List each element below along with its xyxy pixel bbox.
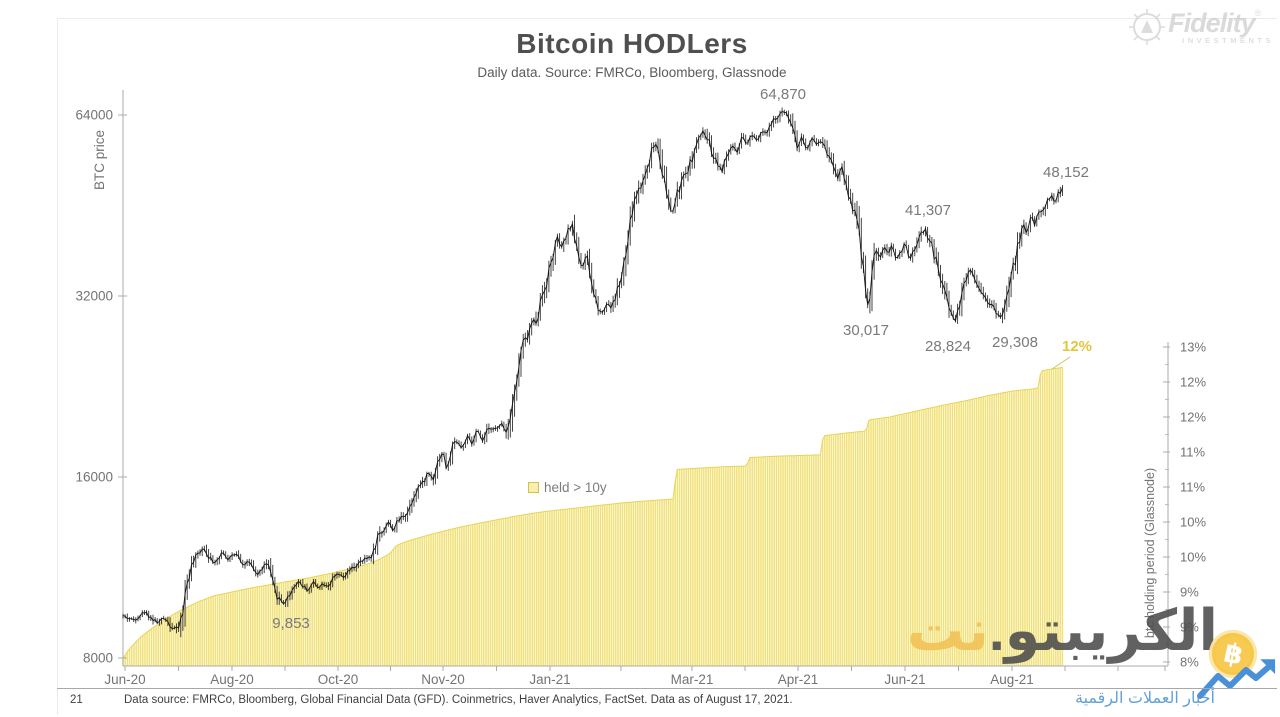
crypto-watermark-accent: نت (907, 599, 989, 663)
axis-tick-label: 64000 (75, 108, 113, 123)
axis-tick-label: Mar-21 (671, 672, 714, 687)
axis-tick-label: Aug-21 (990, 672, 1034, 687)
btc-price-line (122, 110, 1063, 629)
footer: 21 Data source: FMRCo, Bloomberg, Global… (70, 694, 793, 706)
axis-tick-label: 16000 (75, 470, 113, 485)
data-annotation: 30,017 (843, 322, 889, 339)
axis-tick-label: 8000 (83, 651, 113, 666)
crypto-watermark-dot: . (988, 599, 1005, 663)
legend-label: held > 10y (544, 480, 607, 495)
fidelity-pyramid-icon (1129, 9, 1166, 45)
axis-tick-label: 11% (1180, 480, 1205, 495)
axis-tick-label: 9% (1180, 585, 1199, 600)
left-axis-title: BTC price (92, 130, 107, 190)
crypto-watermark-subtitle: أخبار العملات الرقمية (1074, 690, 1215, 707)
data-annotation: 29,308 (992, 334, 1038, 351)
axis-tick-label: Nov-20 (421, 672, 465, 687)
axis-tick-label: Jan-21 (529, 672, 570, 687)
axis-tick-label: Aug-20 (210, 672, 254, 687)
axis-tick-label: Jun-21 (884, 672, 925, 687)
data-annotation: 9,853 (272, 615, 310, 632)
axis-tick-label: 10% (1180, 550, 1206, 565)
axis-tick-label: Jun-20 (104, 672, 145, 687)
data-annotation: 12% (1062, 338, 1092, 355)
data-annotation: 48,152 (1043, 164, 1089, 181)
fidelity-logo: Fidelity® INVESTMENTS (1128, 8, 1274, 46)
footer-divider (57, 688, 1277, 689)
trend-arrow-icon (1197, 659, 1276, 699)
axis-tick-label: 9% (1180, 620, 1199, 635)
axis-tick-label: 8% (1180, 655, 1199, 670)
axis-tick-label: Apr-21 (778, 672, 819, 687)
crypto-watermark-dark: الكريبتو (1004, 599, 1218, 663)
axis-tick-label: 12% (1180, 375, 1206, 390)
data-annotation: 64,870 (760, 86, 806, 103)
annotation-leader-line (1051, 356, 1071, 370)
crypto-watermark-title: الكريبتو.نت (907, 599, 1218, 663)
axis-tick-label: 32000 (75, 289, 113, 304)
held-10y-top-edge (122, 366, 1063, 659)
axis-tick-label: 13% (1180, 340, 1206, 355)
source-note: Data source: FMRCo, Bloomberg, Global Fi… (124, 694, 793, 706)
legend-swatch (528, 482, 539, 493)
axis-tick-label: 12% (1180, 410, 1206, 425)
page-title: Bitcoin HODLers (516, 28, 748, 59)
data-annotation: 28,824 (925, 338, 971, 355)
data-annotation: 41,307 (905, 202, 951, 219)
axis-tick-label: Oct-20 (318, 672, 359, 687)
page-number: 21 (70, 694, 83, 706)
fidelity-wordmark: Fidelity® INVESTMENTS (1168, 8, 1274, 45)
legend-held-10y: held > 10y (528, 480, 607, 495)
axis-tick-label: 10% (1180, 515, 1206, 530)
page-subtitle: Daily data. Source: FMRCo, Bloomberg, Gl… (477, 65, 787, 80)
right-axis-title: btc holding period (Glassnode) (1143, 468, 1157, 638)
axis-tick-label: 11% (1180, 445, 1205, 460)
chart-header: Bitcoin HODLers Daily data. Source: FMRC… (0, 28, 1264, 80)
